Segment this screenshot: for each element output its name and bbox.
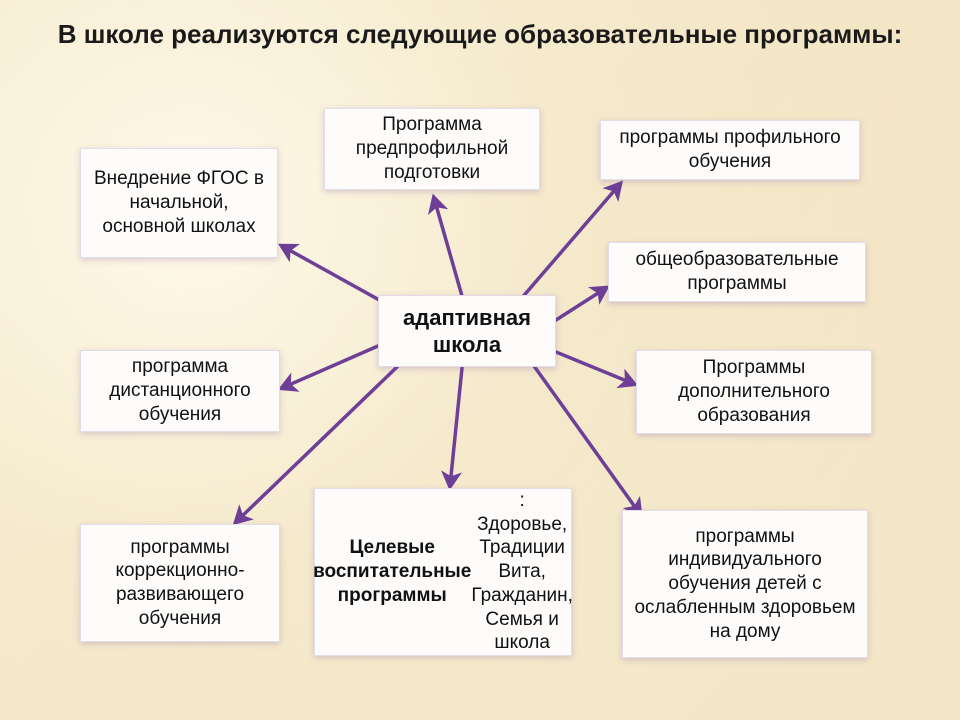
edge-n_tl: [282, 246, 390, 306]
edge-n_top: [434, 198, 462, 296]
node-n_r2: Программы дополнительного образования: [636, 350, 872, 434]
edge-n_r2: [556, 352, 634, 384]
node-n_br: программы индивидуального обучения детей…: [622, 510, 868, 658]
edge-n_bot: [450, 368, 462, 486]
node-n_tr: программы профильного обучения: [600, 120, 860, 180]
node-n_top: Программа предпрофильной подготовки: [324, 108, 540, 190]
node-n_bot: Целевые воспитательные программы:Здоровь…: [314, 488, 572, 656]
edge-n_r1: [556, 288, 606, 320]
node-n_bl: программы коррекционно-развивающего обуч…: [80, 524, 280, 642]
edge-n_l2: [282, 346, 378, 388]
slide-title: В школе реализуются следующие образовате…: [0, 18, 960, 51]
node-n_l2: программа дистанционного обучения: [80, 350, 280, 432]
node-center: адаптивная школа: [378, 295, 556, 367]
node-n_r1: общеобразовательные программы: [608, 242, 866, 302]
slide: В школе реализуются следующие образовате…: [0, 0, 960, 720]
node-n_tl: Внедрение ФГОС в начальной, основной шко…: [80, 148, 278, 258]
edge-n_tr: [520, 184, 620, 300]
